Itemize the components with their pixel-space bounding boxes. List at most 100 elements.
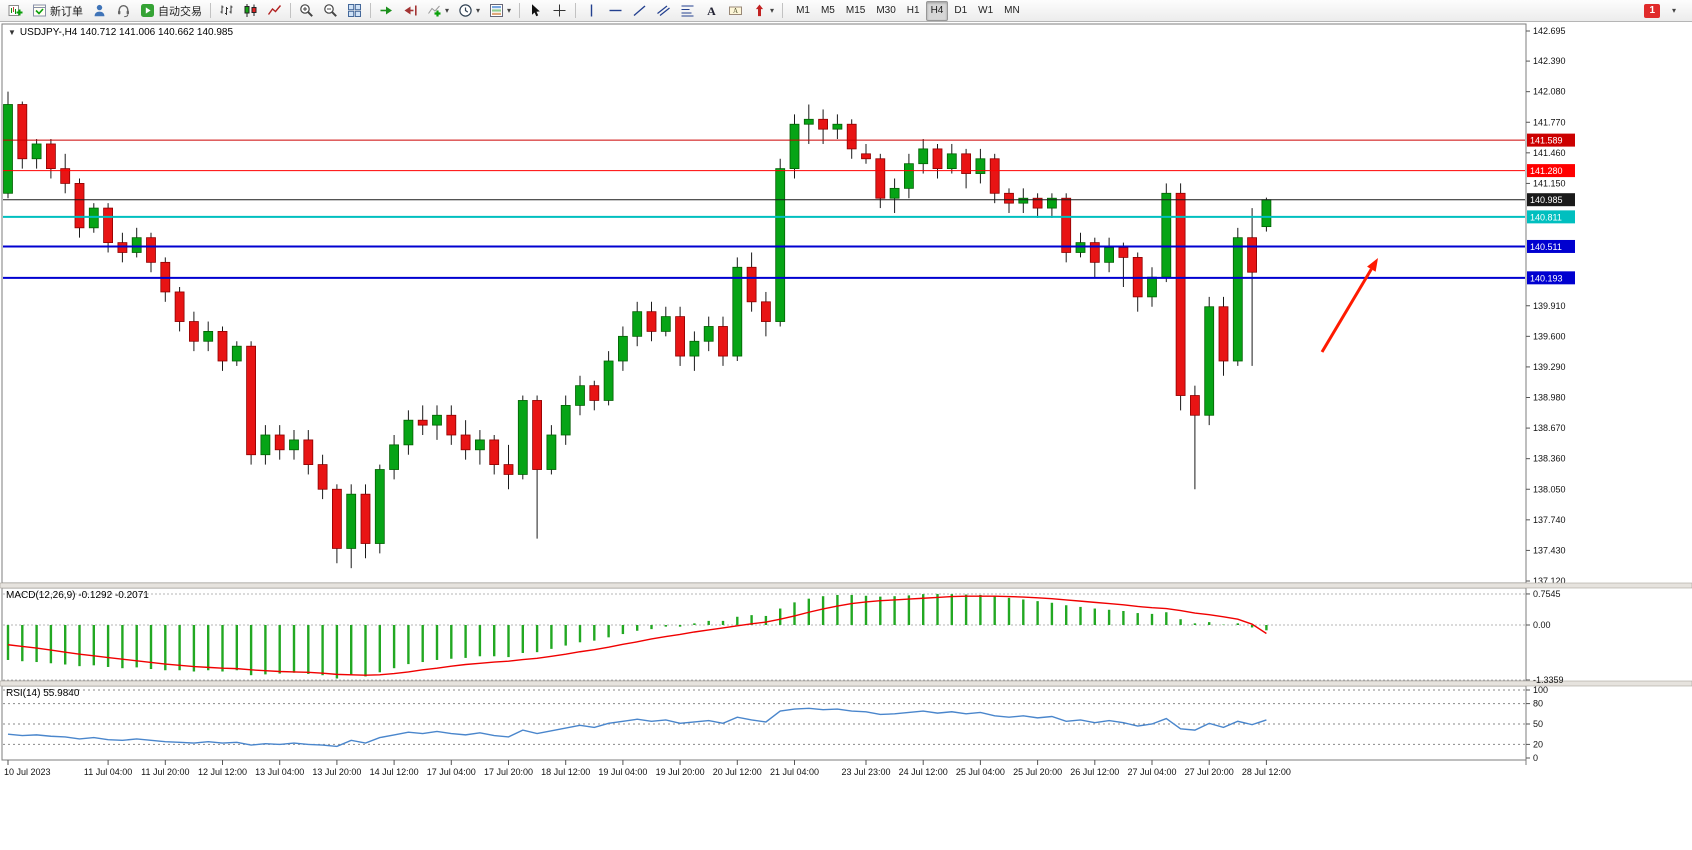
chart-shift-icon (404, 5, 417, 16)
candle-body (1190, 395, 1200, 416)
toolbar-separator (519, 3, 521, 18)
price-axis-label: 138.360 (1533, 454, 1566, 464)
candle-body (88, 207, 99, 229)
support-button[interactable] (112, 1, 135, 21)
price-tag (1527, 210, 1575, 224)
candle-body (188, 321, 199, 342)
bar-chart-icon (220, 5, 233, 15)
chevron-down-icon: ▾ (445, 5, 450, 15)
candle-body (689, 340, 700, 357)
candle-body (360, 493, 371, 544)
templates-button[interactable]: ▾ (485, 1, 515, 21)
chart-area[interactable]: 142.695 142.390 142.080 141.770 141.460 141.1… (0, 22, 1692, 850)
trend-arrow-head[interactable] (1367, 258, 1378, 272)
crosshair-tool-button[interactable] (548, 1, 571, 21)
candle-body (618, 335, 628, 362)
one-click-trading-toggle[interactable]: ▼ (8, 27, 16, 37)
chart-shift-button[interactable] (399, 1, 422, 21)
tile-windows-button[interactable] (343, 1, 366, 21)
timeframe-button-m5[interactable]: M5 (820, 5, 835, 16)
candlestick-mode-button[interactable] (239, 1, 262, 21)
candle-body (3, 104, 13, 194)
trend-arrow-annotation[interactable] (1320, 258, 1378, 353)
candle-body (1247, 237, 1257, 273)
timeframe-button-m30[interactable]: M30 (876, 5, 896, 16)
candle-body (775, 168, 786, 322)
toolbar-right-group: 1 ▾ (1644, 1, 1688, 21)
price-tag-label: 140.193 (1530, 273, 1563, 283)
price-axis-label: 138.670 (1533, 423, 1566, 433)
price-tag (1527, 133, 1575, 147)
text-icon: A (707, 4, 716, 18)
fibonacci-tool-button[interactable] (676, 1, 699, 21)
notification-badge[interactable]: 1 (1644, 3, 1660, 18)
splitter-macd-rsi[interactable] (0, 680, 1692, 687)
indicators-button[interactable]: ▾ (423, 1, 453, 21)
timeframe-button-mn[interactable]: MN (1004, 5, 1020, 16)
text-tool-button[interactable]: A (700, 1, 723, 21)
trendline-tool-button[interactable] (628, 1, 651, 21)
candle-body (1089, 242, 1100, 263)
candle-body (417, 419, 428, 426)
timeframe-button-m15[interactable]: M15 (845, 5, 866, 16)
channel-tool-button[interactable] (652, 1, 675, 21)
cursor-tool-button[interactable] (524, 1, 547, 21)
new-order-icon (33, 4, 46, 17)
toolbar-separator (575, 3, 577, 18)
candle-body (1075, 242, 1086, 253)
rsi-axis-label: 20 (1533, 739, 1543, 749)
candle-body (1104, 247, 1114, 263)
auto-scroll-icon (380, 6, 392, 15)
rsi-pane-frame (1, 685, 1527, 761)
vertical-line-tool-button[interactable] (580, 1, 603, 21)
channel-icon (657, 5, 670, 16)
toolbar-separator (782, 3, 784, 18)
new-chart-button[interactable] (4, 1, 27, 21)
line-chart-mode-button[interactable] (263, 1, 286, 21)
price-tag (1527, 271, 1575, 285)
fibonacci-icon (681, 5, 694, 17)
splitter-price-macd[interactable] (0, 582, 1692, 589)
price-axis-label: 138.050 (1533, 484, 1566, 494)
price-axis-label: 137.740 (1533, 515, 1566, 525)
rsi-axis-label: 50 (1533, 719, 1543, 729)
candle-body (718, 326, 728, 357)
periods-button[interactable]: ▾ (454, 1, 484, 21)
timeframe-button-m1[interactable]: M1 (796, 5, 810, 16)
timeframe-button-h1[interactable]: H1 (906, 5, 920, 16)
arrow-tools-button[interactable]: ▾ (748, 1, 778, 21)
candle-body (146, 237, 156, 263)
timeframe-button-h4[interactable]: H4 (925, 0, 949, 21)
time-axis-label: 11 Jul 04:00 (84, 767, 132, 777)
candle-body (846, 123, 857, 150)
new-order-button[interactable]: 新订单 (28, 1, 87, 21)
price-tag-label: 141.589 (1530, 136, 1563, 146)
candle-body (532, 400, 542, 470)
timeframe-button-w1[interactable]: W1 (978, 5, 994, 16)
price-axis-label: 142.080 (1533, 87, 1566, 97)
candle-body (331, 488, 342, 549)
svg-text:A: A (707, 4, 716, 18)
candle-body (946, 153, 957, 170)
auto-scroll-button[interactable] (375, 1, 398, 21)
candle-body (274, 434, 285, 451)
candle-body (904, 163, 914, 189)
text-label-tool-button[interactable]: A (724, 1, 747, 21)
candle-body (575, 385, 585, 406)
autotrading-button[interactable]: 自动交易 (136, 1, 206, 21)
trend-arrow-line[interactable] (1320, 268, 1373, 353)
zoom-in-button[interactable] (295, 1, 318, 21)
price-tag-label: 141.280 (1530, 166, 1563, 176)
zoom-out-button[interactable] (319, 1, 342, 21)
templates-icon (490, 4, 504, 17)
price-axis-label: 137.120 (1533, 576, 1566, 586)
toolbar-overflow-button[interactable]: ▾ (1664, 1, 1684, 21)
timeframe-button-d1[interactable]: D1 (954, 5, 968, 16)
profile-button[interactable] (88, 1, 111, 21)
bar-chart-mode-button[interactable] (215, 1, 238, 21)
horizontal-line-icon (609, 9, 622, 12)
timeframe-group: M1 M5 M15 M30 H1 H4 D1 W1 MN (791, 0, 1025, 21)
horizontal-line-tool-button[interactable] (604, 1, 627, 21)
arrow-tools-icon (755, 4, 764, 17)
candle-body (832, 123, 843, 130)
